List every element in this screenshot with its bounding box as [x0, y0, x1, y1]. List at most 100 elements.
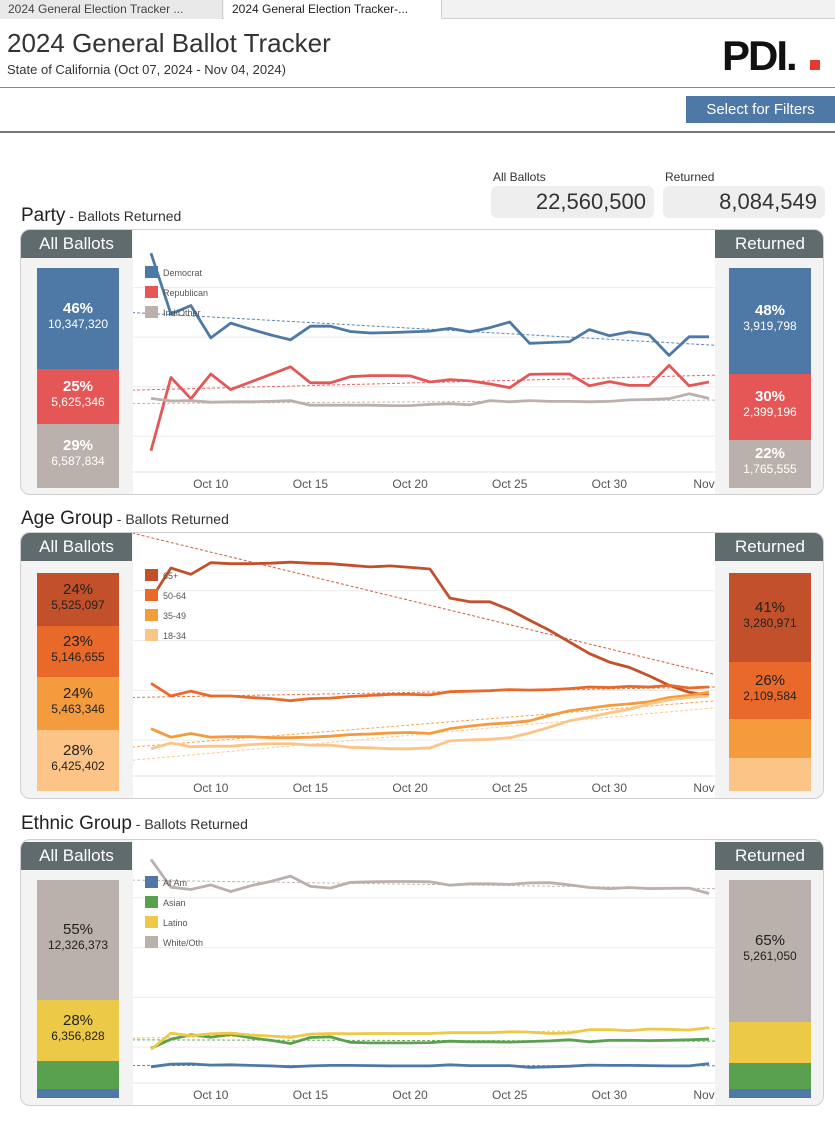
ethnic-left-share-count-0: 12,326,373: [47, 938, 109, 952]
party-series-line-1: [149, 363, 710, 452]
age-left-share-count-3: 6,425,402: [51, 759, 105, 773]
ethnic-legend-swatch-1: [145, 896, 158, 908]
age-x-tick-label: Oct 25: [492, 781, 528, 795]
age-legend-swatch-2: [145, 609, 158, 621]
ethnic-right-share-pct-0: 65%: [754, 932, 786, 949]
age-left-share-count-2: 5,463,346: [51, 701, 105, 716]
age-left-share-pct-2: 24%: [62, 684, 94, 702]
party-chart-area: Oct 10 Oct 15 Oct 20 Oct 25 Oct 30 Nov 4 Democ…: [127, 230, 733, 494]
age-returned-stack: 41% 3,280,971 26% 2,109,584: [729, 573, 811, 791]
party-legend-swatch-1: [145, 286, 158, 298]
age-legend-label-1: 50-64: [163, 591, 186, 601]
tab-election-tracker-1[interactable]: 2024 General Election Tracker ...: [0, 0, 223, 19]
party-legend-label-0: Democrat: [163, 268, 203, 278]
party-right-share-pct-1: 30%: [754, 388, 786, 405]
ethnic-trendline-3: [127, 879, 733, 890]
ethnic-legend-swatch-2: [145, 916, 158, 928]
ethnic-x-tick-label: Oct 10: [193, 1088, 229, 1102]
party-section-title: Party - Ballots Returned: [21, 205, 181, 227]
party-title-sub: - Ballots Returned: [65, 208, 182, 224]
ethnic-title-sub: - Ballots Returned: [131, 816, 248, 832]
age-x-tick-label: Oct 20: [392, 781, 428, 795]
age-right-share-pct-1: 26%: [754, 671, 786, 689]
age-left-share-pct-0: 24%: [62, 580, 94, 598]
age-panel: All Ballots 24% 5,525,097 23% 5,146,655 24% 5…: [20, 532, 824, 799]
party-x-tick-label: Oct 25: [492, 477, 528, 491]
party-left-share-bar-0: 46% 10,347,320: [37, 268, 119, 369]
ethnic-legend-label-0: Af Am: [163, 878, 187, 888]
party-all-ballots-stack: 46% 10,347,320 25% 5,625,346 29% 6,587,834: [37, 268, 119, 488]
ethnic-x-tick-label: Oct 30: [592, 1088, 628, 1102]
ethnic-legend-swatch-0: [145, 876, 158, 888]
tab-election-tracker-2[interactable]: 2024 General Election Tracker-...: [224, 0, 442, 19]
party-right-share-count-1: 2,399,196: [743, 405, 797, 419]
filterbar-divider: [0, 131, 835, 133]
party-left-share-pct-0: 46%: [62, 299, 94, 317]
age-trendline-0: [129, 533, 734, 680]
ethnic-legend-swatch-3: [145, 936, 158, 948]
age-legend-label-3: 18-34: [163, 631, 186, 641]
party-line-chart: Oct 10 Oct 15 Oct 20 Oct 25 Oct 30 Nov 4 Democ…: [127, 252, 733, 491]
age-title-sub: - Ballots Returned: [112, 511, 229, 527]
age-left-share-count-0: 5,525,097: [51, 597, 105, 612]
party-legend-swatch-0: [145, 266, 158, 278]
age-all-ballots-stack: 24% 5,525,097 23% 5,146,655 24% 5,463,346 28% 6…: [37, 573, 119, 791]
ethnic-right-share-bar-0: 65% 5,261,050: [729, 880, 811, 1022]
ethnic-series-line-0: [150, 1062, 710, 1069]
party-legend-label-2: Ind/Other: [163, 308, 201, 318]
age-series-line-0: [149, 560, 710, 697]
party-legend-swatch-2: [145, 306, 158, 318]
ethnic-panel: All Ballots 55% 12,326,373 28% 6,356,828 Oc…: [20, 839, 824, 1106]
party-x-tick-label: Oct 10: [193, 477, 229, 491]
party-left-share-count-0: 10,347,320: [47, 316, 109, 331]
age-series-line-3: [150, 694, 710, 751]
party-right-share-count-2: 1,765,555: [743, 462, 797, 476]
party-right-share-bar-1: 30% 2,399,196: [729, 374, 811, 440]
header-divider: [0, 87, 835, 88]
ethnic-x-tick-label: Oct 20: [392, 1088, 428, 1102]
ethnic-all-ballots-header: All Ballots: [21, 842, 132, 870]
ethnic-right-share-count-0: 5,261,050: [743, 949, 797, 963]
party-returned-header: Returned: [715, 230, 823, 258]
party-left-share-bar-2: 29% 6,587,834: [37, 424, 119, 488]
party-left-share-count-2: 6,587,834: [51, 454, 105, 468]
age-left-share-bar-2: 24% 5,463,346: [37, 677, 119, 730]
party-right-share-bar-2: 22% 1,765,555: [729, 440, 811, 488]
pdi-logo-dot: [810, 60, 820, 70]
party-right-share-pct-0: 48%: [754, 302, 786, 319]
ethnic-left-share-bar-2: [37, 1061, 119, 1089]
ethnic-left-share-bar-0: 55% 12,326,373: [37, 880, 119, 1000]
party-right-share-bar-0: 48% 3,919,798: [729, 268, 811, 374]
party-series-line-2: [150, 392, 710, 408]
ethnic-legend-label-3: White/Oth: [163, 938, 203, 948]
ethnic-x-tick-label: Oct 25: [492, 1088, 528, 1102]
ethnic-series-line-2: [150, 1026, 710, 1051]
ethnic-right-share-bar-3: [729, 1089, 811, 1098]
age-legend-swatch-0: [145, 569, 158, 581]
age-left-share-bar-1: 23% 5,146,655: [37, 626, 119, 677]
age-line-chart: Oct 10 Oct 15 Oct 20 Oct 25 Oct 30 Nov 4 65+ 50…: [127, 533, 734, 795]
ethnic-series-line-3: [149, 858, 710, 895]
ethnic-x-tick-label: Oct 15: [293, 1088, 329, 1102]
ethnic-returned-stack: 65% 5,261,050: [729, 880, 811, 1098]
age-right-share-bar-1: 26% 2,109,584: [729, 662, 811, 719]
party-series-line-0: [149, 252, 709, 357]
age-left-share-pct-3: 28%: [62, 742, 94, 759]
returned-total-value: 8,084,549: [663, 186, 825, 218]
age-x-tick-label: Oct 15: [293, 781, 329, 795]
all-ballots-total-label: All Ballots: [493, 170, 546, 184]
ethnic-right-share-bar-2: [729, 1063, 811, 1089]
age-right-share-pct-0: 41%: [754, 598, 786, 616]
age-series-line-1: [150, 682, 710, 703]
party-returned-stack: 48% 3,919,798 30% 2,399,196 22% 1,765,555: [729, 268, 811, 488]
select-filters-button[interactable]: Select for Filters: [686, 96, 835, 123]
ethnic-section-title: Ethnic Group - Ballots Returned: [21, 813, 248, 835]
age-legend-label-0: 65+: [163, 571, 178, 581]
party-x-tick-label: Oct 20: [392, 477, 428, 491]
age-right-share-count-0: 3,280,971: [743, 615, 797, 630]
ethnic-all-ballots-stack: 55% 12,326,373 28% 6,356,828: [37, 880, 119, 1098]
age-trendline-3: [127, 705, 733, 762]
party-title-text: Party: [21, 205, 66, 226]
ethnic-x-tick-label: Nov 4: [693, 1088, 715, 1102]
party-x-tick-label: Nov 4: [693, 477, 715, 491]
